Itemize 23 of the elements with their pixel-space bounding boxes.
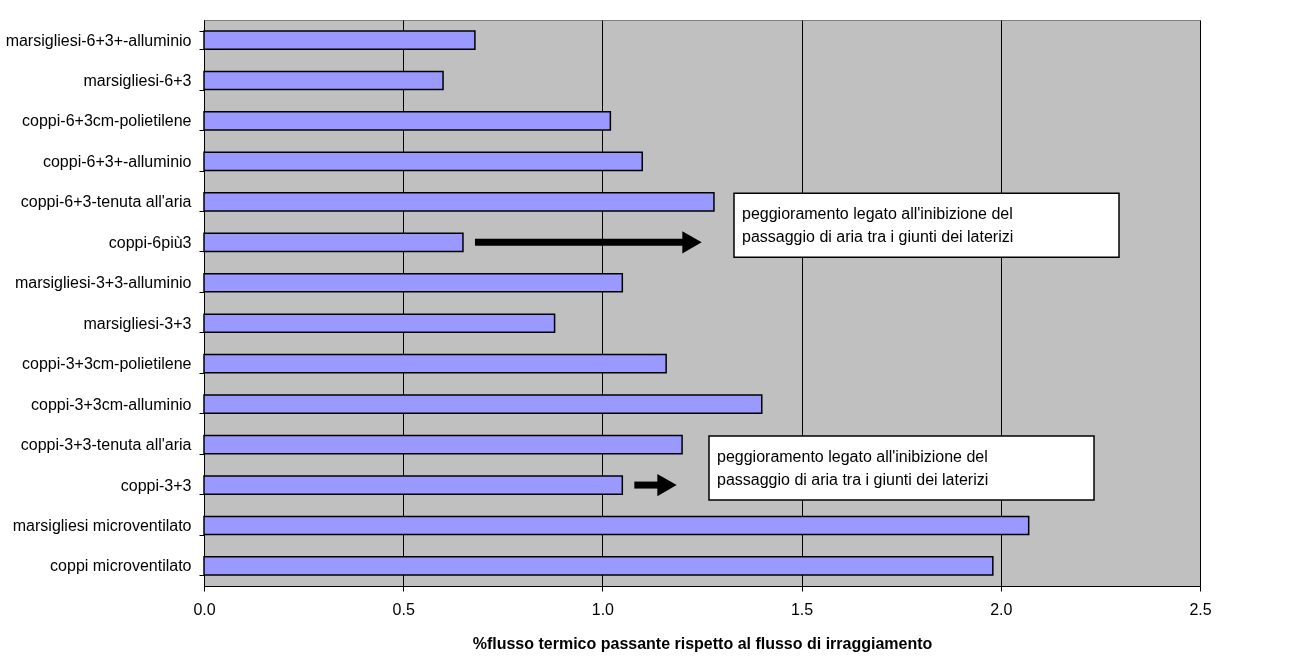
y-tick-label: coppi-6più3 (108, 233, 192, 251)
x-tick-label: 2.5 (1189, 600, 1212, 618)
y-tick-label: marsigliesi-3+3-alluminio (14, 274, 192, 292)
y-tick-label: coppi microventilato (50, 557, 192, 575)
y-tick-label: marsigliesi-6+3+-alluminio (5, 31, 192, 49)
y-tick-label: marsigliesi microventilato (12, 517, 192, 535)
y-tick-label: coppi-3+3-tenuta all'aria (20, 436, 192, 454)
y-tick-label: coppi-6+3+-alluminio (42, 152, 192, 170)
y-tick-label: coppi-6+3cm-polietilene (22, 112, 192, 130)
x-axis-title: %flusso termico passante rispetto al flusso di irraggiamento (472, 634, 933, 652)
x-tick-label: 1.0 (591, 600, 615, 618)
annotation: peggioramento legato all'inibizione del passaggio di aria tra i giunti dei laterizi (717, 448, 989, 489)
x-tick-label: 0.5 (392, 600, 415, 618)
y-tick-label: coppi-6+3-tenuta all'aria (20, 193, 192, 211)
x-tick-label: 0.0 (193, 600, 216, 618)
x-tick-label: 1.5 (790, 600, 814, 618)
y-tick-label: coppi-3+3 (120, 476, 192, 494)
annotation: peggioramento legato all'inibizione del passaggio di aria tra i giunti dei laterizi (742, 205, 1014, 246)
y-tick-label: coppi-3+3cm-alluminio (30, 395, 192, 413)
x-tick-label: 2.0 (990, 600, 1013, 618)
y-tick-label: marsigliesi-6+3 (83, 71, 192, 89)
y-tick-label: coppi-3+3cm-polietilene (22, 355, 192, 373)
y-tick-label: marsigliesi-3+3 (83, 314, 192, 332)
